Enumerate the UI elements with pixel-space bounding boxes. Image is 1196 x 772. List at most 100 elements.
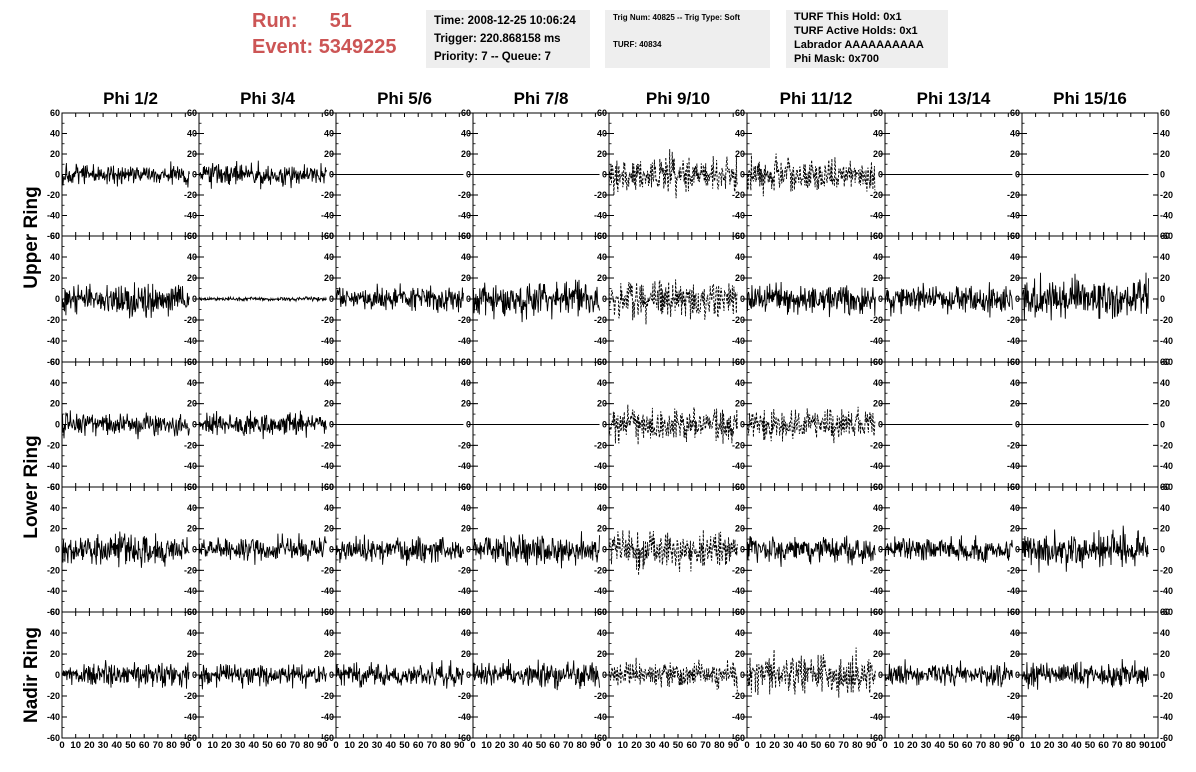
y-tick-label: -40: [1160, 211, 1173, 221]
x-tick-label: 80: [166, 740, 177, 751]
y-tick-label: 60: [461, 482, 471, 492]
y-tick-label: 0: [329, 670, 334, 680]
y-tick-label: 0: [55, 170, 60, 180]
y-tick-label: 60: [1010, 607, 1020, 617]
y-tick-label: 0: [740, 294, 745, 304]
y-tick-label: 0: [602, 545, 607, 555]
x-tick-label: 10: [207, 740, 218, 751]
y-tick-label: 40: [1160, 129, 1170, 139]
y-tick-label: 40: [1010, 129, 1020, 139]
y-tick-label: -40: [321, 336, 334, 346]
y-tick-label: 60: [735, 108, 745, 118]
y-tick-label: 60: [461, 231, 471, 241]
x-tick-label: 50: [673, 740, 684, 751]
waveform-trace: [198, 533, 327, 565]
y-tick-label: 60: [50, 607, 60, 617]
y-tick-label: 0: [740, 670, 745, 680]
y-tick-label: -60: [732, 231, 745, 241]
y-tick-label: -60: [458, 607, 471, 617]
y-tick-label: 20: [50, 649, 60, 659]
x-tick-label: 40: [1071, 740, 1082, 751]
y-tick-label: 40: [735, 628, 745, 638]
x-tick-label: 10: [481, 740, 492, 751]
x-tick-label: 80: [852, 740, 863, 751]
y-tick-label: 20: [461, 399, 471, 409]
y-tick-label: 60: [324, 231, 334, 241]
x-tick-label: 10: [1030, 740, 1041, 751]
y-tick-label: 60: [187, 482, 197, 492]
y-tick-label: 20: [50, 399, 60, 409]
y-tick-label: 40: [461, 378, 471, 388]
y-tick-label: -60: [321, 733, 334, 743]
y-tick-label: -40: [458, 211, 471, 221]
x-tick-label: 0: [333, 740, 338, 751]
y-tick-label: -40: [870, 712, 883, 722]
y-tick-label: 0: [602, 670, 607, 680]
y-tick-label: 60: [324, 607, 334, 617]
x-tick-label: 80: [989, 740, 1000, 751]
y-tick-label: 60: [50, 108, 60, 118]
x-tick-label: 30: [1058, 740, 1069, 751]
y-tick-label: -20: [1160, 691, 1173, 701]
y-tick-label: 0: [329, 545, 334, 555]
x-tick-label: 80: [440, 740, 451, 751]
column-and-row-headers: Phi 1/2 Phi 3/4 Phi 5/6 Phi 7/8 Phi 9/10 Phi …: [21, 89, 1127, 723]
y-tick-label: -40: [47, 712, 60, 722]
x-tick-label: 30: [645, 740, 656, 751]
y-tick-label: 0: [740, 420, 745, 430]
y-tick-label: 60: [50, 482, 60, 492]
y-tick-label: 0: [466, 420, 471, 430]
y-tick-label: 60: [873, 108, 883, 118]
waveform-trace: [472, 531, 600, 569]
time-info-box: Time: 2008-12-25 10:06:24 Trigger: 220.8…: [426, 10, 590, 68]
y-tick-label: 60: [1160, 108, 1170, 118]
y-tick-label: -20: [870, 440, 883, 450]
x-tick-label: 20: [221, 740, 232, 751]
y-tick-label: 20: [597, 399, 607, 409]
y-tick-label: -40: [184, 712, 197, 722]
waveform-trace: [61, 161, 190, 188]
y-tick-label: 40: [873, 378, 883, 388]
column-header: Phi 9/10: [646, 89, 710, 108]
y-tick-label: -60: [732, 482, 745, 492]
waveform-trace: [884, 535, 1013, 563]
x-tick-label: 50: [262, 740, 273, 751]
y-tick-label: -40: [184, 336, 197, 346]
y-tick-label: -40: [47, 586, 60, 596]
y-tick-label: -40: [1160, 461, 1173, 471]
x-tick-label: 90: [728, 740, 739, 751]
y-tick-label: 60: [597, 482, 607, 492]
y-tick-label: 60: [461, 108, 471, 118]
turf-text: TURF: 40834: [613, 40, 662, 49]
y-tick-label: 40: [1160, 503, 1170, 513]
y-tick-label: 40: [873, 252, 883, 262]
y-tick-label: 40: [50, 628, 60, 638]
y-tick-label: 40: [461, 628, 471, 638]
y-tick-label: -40: [1160, 712, 1173, 722]
x-tick-label: 10: [70, 740, 81, 751]
y-tick-label: 20: [324, 649, 334, 659]
y-tick-label: 20: [50, 149, 60, 159]
x-tick-label: 40: [935, 740, 946, 751]
y-tick-label: 0: [740, 545, 745, 555]
run-line: Run: 51: [252, 8, 422, 34]
y-tick-label: 0: [1160, 294, 1165, 304]
x-tick-label: 40: [386, 740, 397, 751]
x-tick-label: 50: [948, 740, 959, 751]
y-tick-label: 0: [602, 294, 607, 304]
column-header: Phi 11/12: [780, 89, 853, 108]
y-tick-label: -60: [321, 607, 334, 617]
waveform-trace: [608, 149, 738, 199]
y-tick-label: -60: [1007, 482, 1020, 492]
waveform-trace: [198, 663, 327, 690]
trigger-text: Trigger: 220.868158 ms: [434, 33, 561, 45]
y-tick-label: -60: [594, 357, 607, 367]
y-tick-label: -20: [47, 440, 60, 450]
y-tick-label: -60: [870, 733, 883, 743]
x-tick-label: 100: [1150, 740, 1166, 751]
y-tick-label: 20: [1160, 649, 1170, 659]
y-tick-label: -60: [184, 357, 197, 367]
y-tick-label: 0: [878, 670, 883, 680]
x-tick-label: 40: [522, 740, 533, 751]
